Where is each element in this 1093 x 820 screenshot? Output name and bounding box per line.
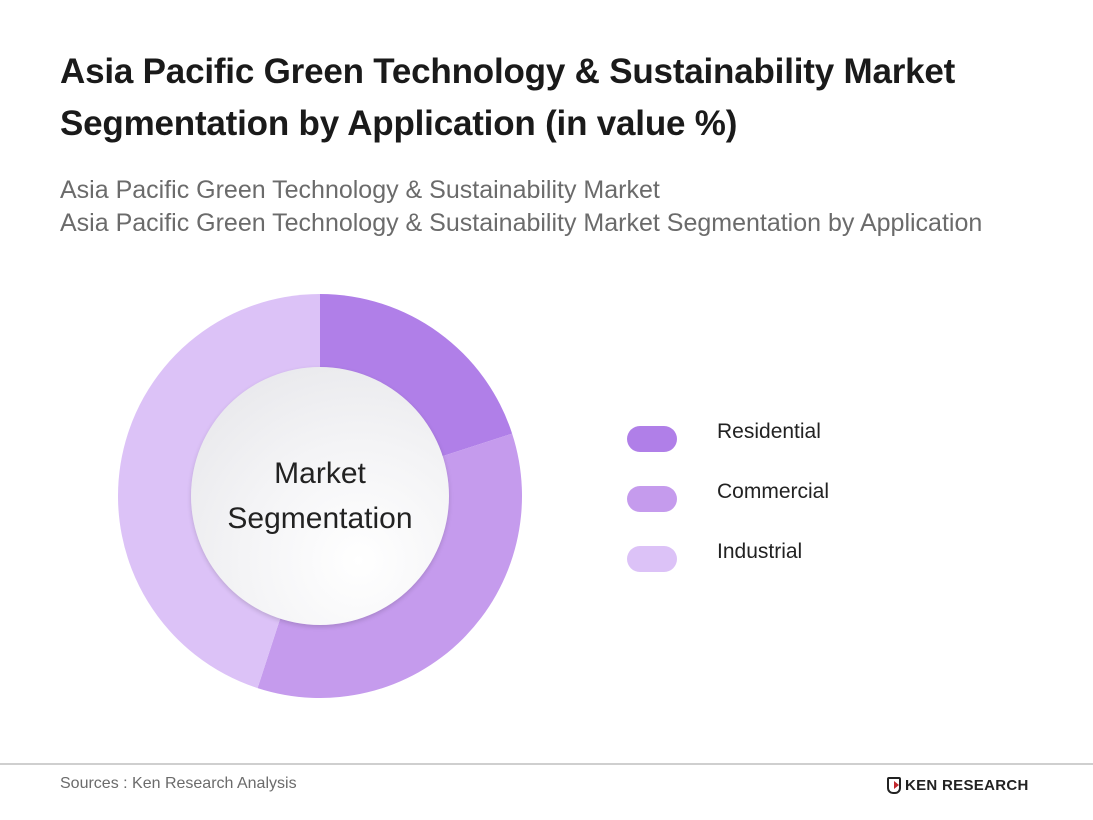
source-note: Sources : Ken Research Analysis xyxy=(60,775,297,792)
ken-research-logo-icon xyxy=(887,777,901,794)
legend-swatch-residential xyxy=(627,426,677,452)
brand-name: KEN RESEARCH xyxy=(905,777,1029,794)
subtitle-line-1: Asia Pacific Green Technology & Sustaina… xyxy=(60,176,660,204)
legend-swatch-industrial xyxy=(627,546,677,572)
donut-center: Market Segmentation xyxy=(191,367,449,625)
center-label-line-1: Market xyxy=(274,457,366,490)
brand-logo: KEN RESEARCH xyxy=(887,777,1029,794)
chart-subtitle: Asia Pacific Green Technology & Sustaina… xyxy=(60,174,1080,240)
legend-label-residential: Residential xyxy=(717,420,821,443)
chart-title: Asia Pacific Green Technology & Sustaina… xyxy=(60,52,956,143)
footer-divider xyxy=(0,763,1093,765)
legend-swatch-commercial xyxy=(627,486,677,512)
center-label-line-2: Segmentation xyxy=(227,502,413,535)
legend-label-commercial: Commercial xyxy=(717,480,830,503)
subtitle-line-2: Asia Pacific Green Technology & Sustaina… xyxy=(60,209,983,237)
donut-chart: Market Segmentation xyxy=(118,294,522,698)
legend-label-industrial: Industrial xyxy=(717,540,803,563)
